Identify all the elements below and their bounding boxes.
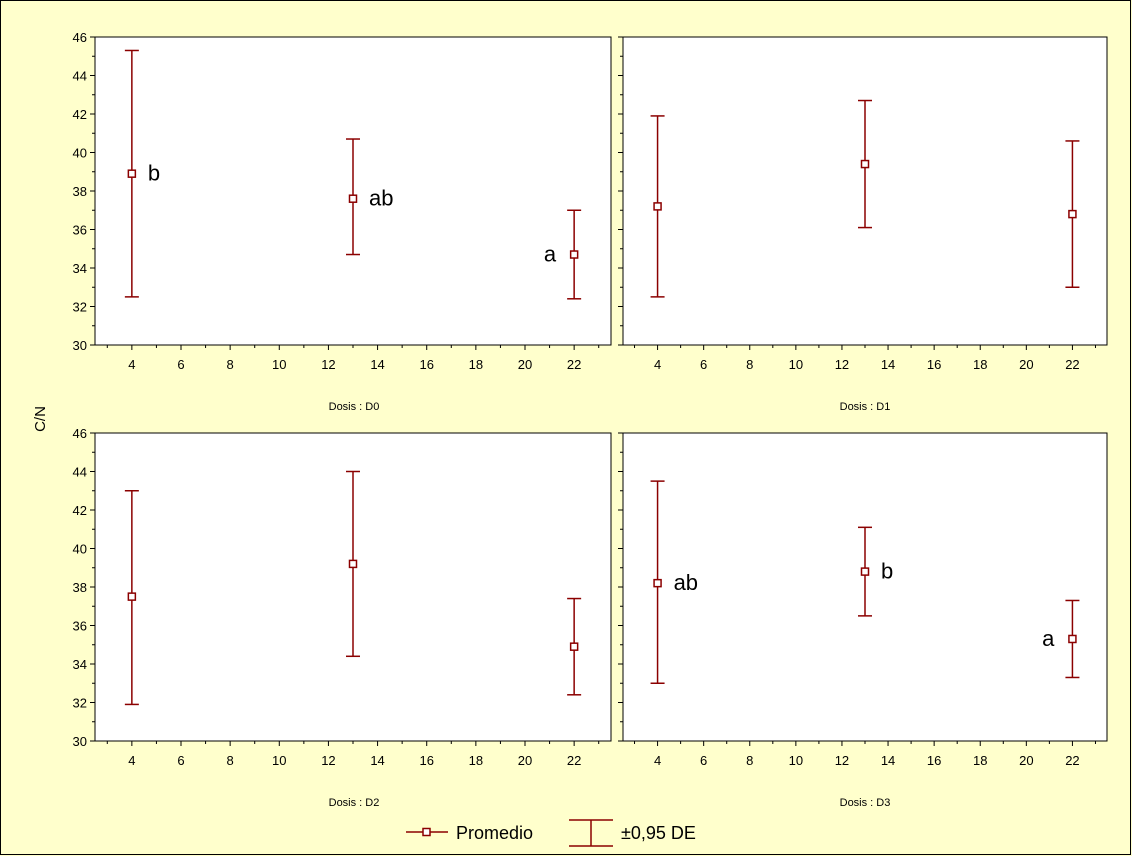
x-tick-label: 22 — [1065, 357, 1079, 372]
x-tick-label: 10 — [272, 357, 286, 372]
y-tick-label: 44 — [73, 69, 87, 84]
y-tick-label: 38 — [73, 184, 87, 199]
legend: Promedio ±0,95 DE — [406, 819, 696, 847]
x-tick-label: 18 — [973, 357, 987, 372]
x-tick-label: 6 — [177, 753, 184, 768]
y-tick-label: 36 — [73, 619, 87, 634]
mean-point — [127, 169, 137, 178]
y-tick-label: 34 — [73, 261, 87, 276]
x-tick-label: 16 — [419, 357, 433, 372]
significance-letter: a — [1042, 626, 1055, 651]
mean-point — [860, 567, 870, 576]
y-tick-label: 46 — [73, 30, 87, 45]
x-tick-label: 6 — [700, 753, 707, 768]
x-tick-label: 20 — [1019, 753, 1033, 768]
x-tick-label: 22 — [567, 753, 581, 768]
x-tick-label: 4 — [128, 357, 135, 372]
significance-letter: b — [881, 559, 893, 584]
x-tick-label: 4 — [654, 357, 661, 372]
x-tick-label: 12 — [321, 753, 335, 768]
x-tick-label: 10 — [789, 753, 803, 768]
x-tick-label: 12 — [835, 753, 849, 768]
x-tick-label: 8 — [227, 753, 234, 768]
panel-label: Dosis : D0 — [329, 401, 380, 413]
mean-point — [653, 202, 662, 211]
y-tick-label: 42 — [73, 107, 87, 122]
mean-point — [569, 642, 579, 651]
x-tick-label: 14 — [881, 753, 895, 768]
legend-mean-label: Promedio — [456, 823, 533, 843]
x-tick-label: 14 — [370, 753, 384, 768]
x-tick-label: 16 — [927, 753, 941, 768]
mean-point — [1068, 209, 1077, 219]
x-tick-label: 14 — [881, 357, 895, 372]
panel-1: 4 6 8 10 12 14 16 18 20 22 Dosis : D1 — [618, 36, 1108, 413]
significance-letter: ab — [369, 186, 393, 211]
y-axis-label: C/N — [32, 406, 49, 432]
x-tick-label: 6 — [177, 357, 184, 372]
x-tick-label: 6 — [700, 357, 707, 372]
x-tick-label: 8 — [227, 357, 234, 372]
y-tick-label: 32 — [73, 696, 87, 711]
x-tick-label: 22 — [567, 357, 581, 372]
x-tick-label: 20 — [1019, 357, 1033, 372]
y-tick-label: 40 — [73, 146, 87, 161]
x-tick-label: 4 — [128, 753, 135, 768]
panel-label: Dosis : D1 — [840, 401, 891, 413]
x-tick-label: 4 — [654, 753, 661, 768]
panel-label: Dosis : D3 — [840, 797, 891, 809]
x-tick-label: 14 — [370, 357, 384, 372]
y-tick-label: 32 — [73, 300, 87, 315]
y-tick-label: 36 — [73, 223, 87, 238]
panel-label: Dosis : D2 — [329, 797, 380, 809]
y-tick-label: 30 — [73, 734, 87, 749]
mean-point — [1068, 634, 1077, 644]
y-tick-label: 38 — [73, 580, 87, 595]
x-tick-label: 18 — [469, 357, 483, 372]
y-tick-label: 44 — [73, 465, 87, 480]
y-tick-label: 34 — [73, 657, 87, 672]
x-tick-label: 8 — [746, 357, 753, 372]
x-tick-label: 12 — [321, 357, 335, 372]
x-tick-label: 20 — [518, 753, 532, 768]
x-tick-label: 20 — [518, 357, 532, 372]
mean-point — [348, 194, 358, 203]
x-tick-label: 16 — [927, 357, 941, 372]
x-tick-label: 10 — [789, 357, 803, 372]
mean-point — [653, 578, 662, 588]
y-tick-label: 42 — [73, 503, 87, 518]
panel-3: 4 6 8 10 12 14 16 18 20 22 Dosis : D3 ab b a — [618, 432, 1108, 809]
significance-letter: a — [544, 242, 557, 267]
legend-mean-marker — [422, 827, 431, 837]
x-tick-label: 10 — [272, 753, 286, 768]
x-tick-label: 18 — [469, 753, 483, 768]
mean-point — [127, 592, 137, 601]
y-tick-label: 46 — [73, 426, 87, 441]
mean-point — [860, 159, 870, 169]
y-tick-label: 40 — [73, 542, 87, 557]
mean-point — [569, 250, 579, 259]
significance-letter: b — [148, 161, 160, 186]
x-tick-label: 12 — [835, 357, 849, 372]
y-tick-label: 30 — [73, 338, 87, 353]
x-tick-label: 8 — [746, 753, 753, 768]
legend-error-label: ±0,95 DE — [621, 823, 696, 843]
mean-point — [348, 559, 358, 569]
x-tick-label: 16 — [419, 753, 433, 768]
x-tick-label: 22 — [1065, 753, 1079, 768]
significance-letter: ab — [674, 570, 698, 595]
x-tick-label: 18 — [973, 753, 987, 768]
